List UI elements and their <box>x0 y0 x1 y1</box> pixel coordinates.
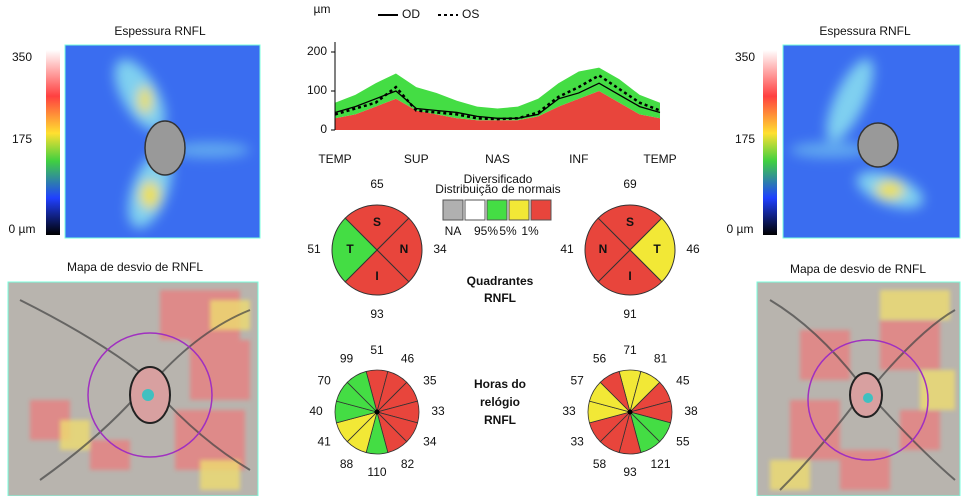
map-title: Mapa de desvio de RNFL <box>790 262 926 276</box>
legend-box <box>487 200 507 220</box>
clock-title: RNFL <box>484 413 516 427</box>
clock-title: Horas do <box>474 377 526 391</box>
color-scale <box>46 50 60 235</box>
deviation-map <box>757 282 960 496</box>
quadrant-letter: N <box>599 242 608 256</box>
map-title: Espessura RNFL <box>114 24 206 38</box>
quadrants-title: RNFL <box>484 291 516 305</box>
legend-subtitle: Distribuição de normais <box>435 182 560 196</box>
clock-hour-value: 121 <box>650 457 670 471</box>
clock-hour-value: 41 <box>317 435 331 449</box>
legend-label: 5% <box>499 224 517 238</box>
legend-box <box>465 200 485 220</box>
map-title: Espessura RNFL <box>819 24 911 38</box>
clock-hour-value: 56 <box>593 351 607 365</box>
color-scale <box>763 50 777 235</box>
clock-hour-value: 57 <box>570 374 584 388</box>
scale-label: 175 <box>735 132 755 146</box>
legend-label: 1% <box>521 224 539 238</box>
map-title: Mapa de desvio de RNFL <box>67 260 203 274</box>
legend-box <box>531 200 551 220</box>
clock-hour-value: 34 <box>423 435 437 449</box>
quadrant-value: 46 <box>686 242 700 256</box>
clock-hour-value: 38 <box>684 404 698 418</box>
legend-label: NA <box>445 224 462 238</box>
legend-label: OS <box>462 7 479 21</box>
legend-label: 95% <box>474 224 498 238</box>
clock-hour-value: 46 <box>401 351 415 365</box>
clock-hour-value: 51 <box>370 343 384 357</box>
scale-label: 0 µm <box>727 222 754 236</box>
x-tick-label: TEMP <box>643 152 676 166</box>
clock-hour-value: 93 <box>623 465 637 479</box>
clock-hour-value: 58 <box>593 457 607 471</box>
quadrant-value: 51 <box>307 242 321 256</box>
y-tick-label: 100 <box>307 83 327 97</box>
quadrant-value: 34 <box>433 242 447 256</box>
clock-hour-value: 99 <box>340 351 354 365</box>
clock-hour-value: 33 <box>570 435 584 449</box>
clock-hour-value: 71 <box>623 343 637 357</box>
clock-hour-value: 88 <box>340 457 354 471</box>
thickness-map <box>783 45 960 238</box>
quadrant-letter: N <box>400 242 409 256</box>
report: Espessura RNFL3501750 µmMapa de desvio d… <box>0 0 971 496</box>
clock-hour-value: 82 <box>401 457 415 471</box>
quadrant-value: 65 <box>370 177 384 191</box>
quadrant-value: 93 <box>370 307 384 321</box>
x-tick-label: TEMP <box>318 152 351 166</box>
x-tick-label: NAS <box>485 152 510 166</box>
clock-center <box>375 410 380 415</box>
quadrant-letter: S <box>373 215 381 229</box>
clock-hour-value: 40 <box>309 404 323 418</box>
scale-label: 350 <box>735 50 755 64</box>
quadrant-letter: T <box>346 242 354 256</box>
quadrant-value: 41 <box>560 242 574 256</box>
scale-label: 175 <box>12 132 32 146</box>
clock-hour-value: 33 <box>562 404 576 418</box>
quadrants-title: Quadrantes <box>467 274 534 288</box>
scale-label: 0 µm <box>9 222 36 236</box>
clock-hour-value: 110 <box>367 465 386 479</box>
quadrant-value: 69 <box>623 177 637 191</box>
quadrant-letter: I <box>628 269 631 283</box>
quadrant-value: 91 <box>623 307 637 321</box>
quadrant-letter: I <box>375 269 378 283</box>
legend-box <box>443 200 463 220</box>
clock-hour-value: 35 <box>423 374 437 388</box>
clock-center <box>628 410 633 415</box>
legend-label: OD <box>402 7 420 21</box>
quadrant-letter: S <box>626 215 634 229</box>
clock-hour-value: 33 <box>431 404 445 418</box>
deviation-map <box>8 282 258 496</box>
y-tick-label: 0 <box>320 122 327 136</box>
thickness-map <box>65 45 260 238</box>
clock-hour-value: 70 <box>317 374 331 388</box>
x-tick-label: INF <box>569 152 588 166</box>
y-unit: µm <box>314 2 331 16</box>
legend-box <box>509 200 529 220</box>
clock-hour-value: 45 <box>676 374 690 388</box>
y-tick-label: 200 <box>307 44 327 58</box>
clock-title: relógio <box>480 395 520 409</box>
scale-label: 350 <box>12 50 32 64</box>
clock-hour-value: 81 <box>654 351 668 365</box>
clock-hour-value: 55 <box>676 435 690 449</box>
quadrant-letter: T <box>653 242 661 256</box>
x-tick-label: SUP <box>404 152 429 166</box>
